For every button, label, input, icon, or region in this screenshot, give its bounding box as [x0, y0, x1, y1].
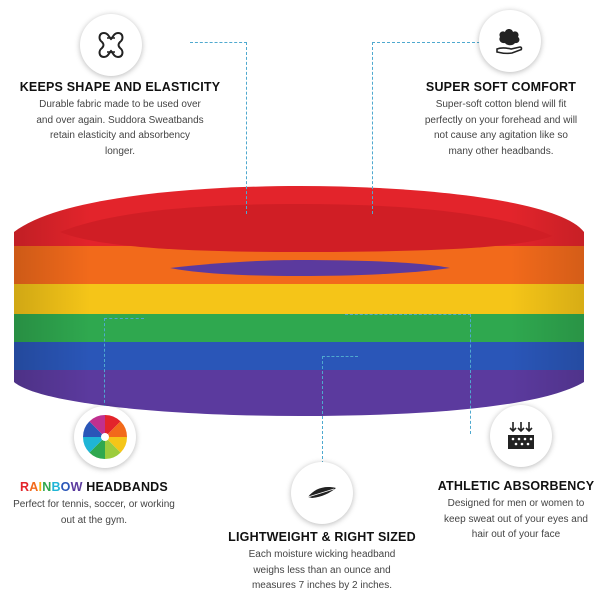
feature-title: RAINBOW HEADBANDS [4, 480, 184, 494]
feature-title: SUPER SOFT COMFORT [425, 80, 577, 94]
connector-line [470, 314, 471, 434]
feature-title: KEEPS SHAPE AND ELASTICITY [19, 80, 221, 94]
rainbow-letter: N [42, 480, 52, 494]
feature-description: Designed for men or women to keep sweat … [444, 498, 588, 540]
feature-description: Super-soft cotton blend will fit perfect… [424, 99, 578, 157]
stretch-icon [80, 14, 142, 76]
feature-absorb: ATHLETIC ABSORBENCY Designed for men or … [436, 479, 596, 543]
feature-shape: KEEPS SHAPE AND ELASTICITY Durable fabri… [10, 80, 230, 159]
connector-line [104, 318, 105, 408]
feature-description: Perfect for tennis, soccer, or working o… [13, 499, 175, 526]
cotton-hand-icon [479, 10, 541, 72]
rainbow-letter: W [70, 480, 83, 494]
connector-line [246, 42, 247, 214]
feature-description: Durable fabric made to be used over and … [36, 99, 204, 157]
absorbency-icon [490, 405, 552, 467]
feature-title: ATHLETIC ABSORBENCY [437, 479, 595, 493]
feather-icon [291, 462, 353, 524]
connector-line [372, 42, 490, 43]
rainbow-letter: B [51, 480, 61, 494]
feature-light: LIGHTWEIGHT & RIGHT SIZED Each moisture … [222, 530, 422, 594]
rainbow-letter: R [20, 480, 30, 494]
rainbow-letter: A [29, 480, 39, 494]
rainbow-letter: I [38, 480, 43, 494]
connector-line [190, 42, 247, 43]
connector-line [322, 356, 323, 464]
feature-soft: SUPER SOFT COMFORT Super-soft cotton ble… [418, 80, 584, 159]
connector-line [372, 42, 373, 214]
connector-line [104, 318, 144, 319]
color-wheel-icon [74, 406, 136, 468]
connector-line [322, 356, 358, 357]
connector-line [345, 314, 471, 315]
rainbow-letter: O [60, 480, 71, 494]
feature-description: Each moisture wicking headband weighs le… [248, 549, 396, 591]
feature-rainbow: RAINBOW HEADBANDS Perfect for tennis, so… [4, 480, 184, 528]
feature-title-rest: HEADBANDS [82, 480, 168, 494]
feature-title: LIGHTWEIGHT & RIGHT SIZED [228, 530, 416, 544]
